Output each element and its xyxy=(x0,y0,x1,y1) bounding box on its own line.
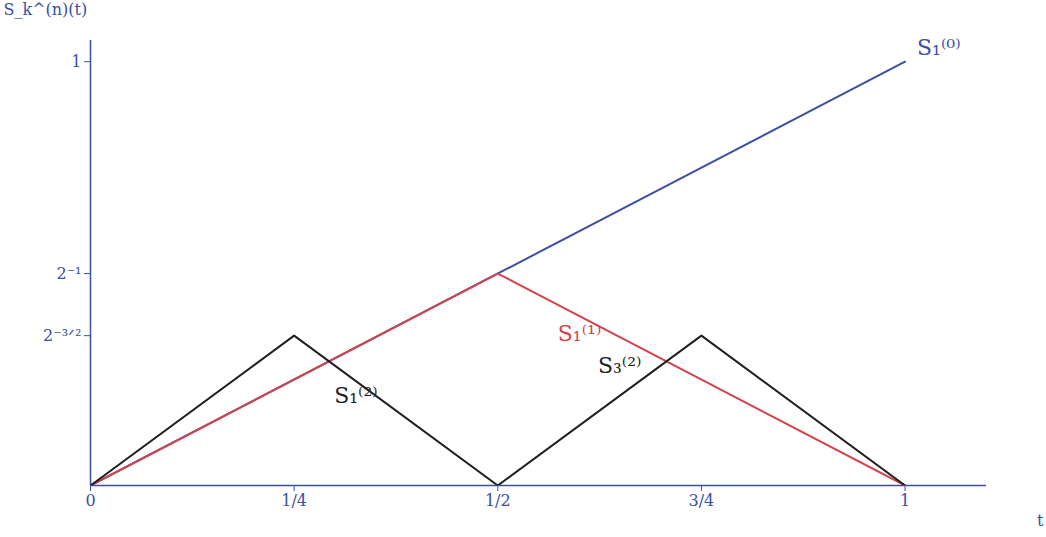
svg-text:t: t xyxy=(1037,511,1044,530)
svg-text:1: 1 xyxy=(71,52,81,71)
svg-text:0: 0 xyxy=(85,491,95,510)
svg-text:1: 1 xyxy=(900,491,910,510)
svg-text:1/2: 1/2 xyxy=(485,491,511,510)
svg-text:S₃⁽²⁾: S₃⁽²⁾ xyxy=(598,353,642,378)
svg-text:S₁⁽⁰⁾: S₁⁽⁰⁾ xyxy=(917,35,961,60)
svg-text:1/4: 1/4 xyxy=(281,491,307,510)
svg-text:S₁⁽¹⁾: S₁⁽¹⁾ xyxy=(558,321,602,346)
svg-text:S_k^(n)(t): S_k^(n)(t) xyxy=(4,0,88,19)
svg-text:2⁻³ᐟ²: 2⁻³ᐟ² xyxy=(43,326,81,345)
svg-text:S₁⁽²⁾: S₁⁽²⁾ xyxy=(334,383,378,408)
svg-text:2⁻¹: 2⁻¹ xyxy=(56,264,81,283)
svg-text:3/4: 3/4 xyxy=(689,491,715,510)
